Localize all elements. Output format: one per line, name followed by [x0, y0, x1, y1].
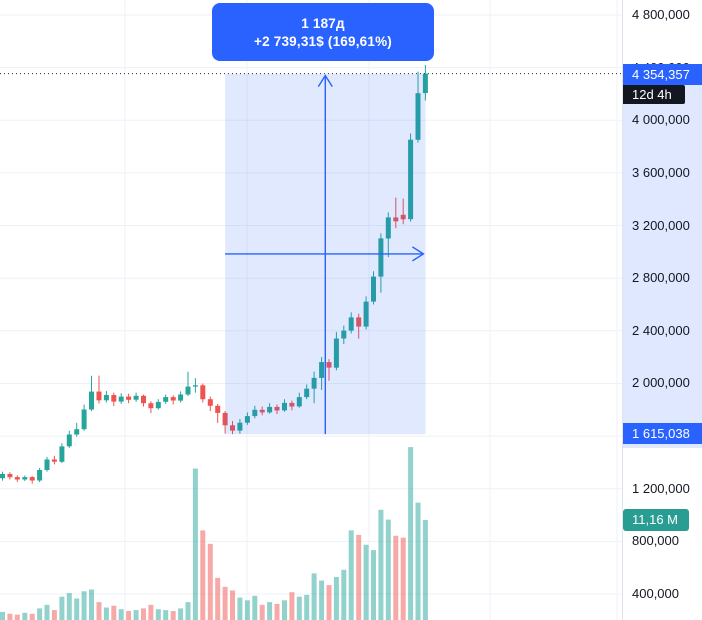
price-tick-label: 1 200,000	[632, 481, 690, 496]
measure-days-label: 1 187д	[301, 15, 345, 31]
price-tick-label: 800,000	[632, 533, 679, 548]
measure-tooltip: 1 187д +2 739,31$ (169,61%)	[212, 3, 434, 61]
price-tick-label: 3 200,000	[632, 218, 690, 233]
last-price-badge: 4 354,357	[623, 64, 702, 85]
measure-start-price-badge: 1 615,038	[623, 423, 702, 444]
price-tick-label: 2 000,000	[632, 375, 690, 390]
price-tick-label: 2 800,000	[632, 270, 690, 285]
price-tick-label: 4 000,000	[632, 112, 690, 127]
candlestick-chart[interactable]	[0, 0, 622, 620]
volume-badge: 11,16 M	[623, 509, 689, 531]
chart-pane[interactable]	[0, 0, 622, 620]
measure-change-label: +2 739,31$ (169,61%)	[254, 33, 392, 49]
bar-countdown-badge: 12d 4h	[623, 85, 685, 104]
price-tick-label: 4 800,000	[632, 7, 690, 22]
price-tick-label: 400,000	[632, 586, 679, 601]
price-tick-label: 2 400,000	[632, 323, 690, 338]
measure-axis-highlight	[623, 74, 702, 448]
price-tick-label: 3 600,000	[632, 165, 690, 180]
